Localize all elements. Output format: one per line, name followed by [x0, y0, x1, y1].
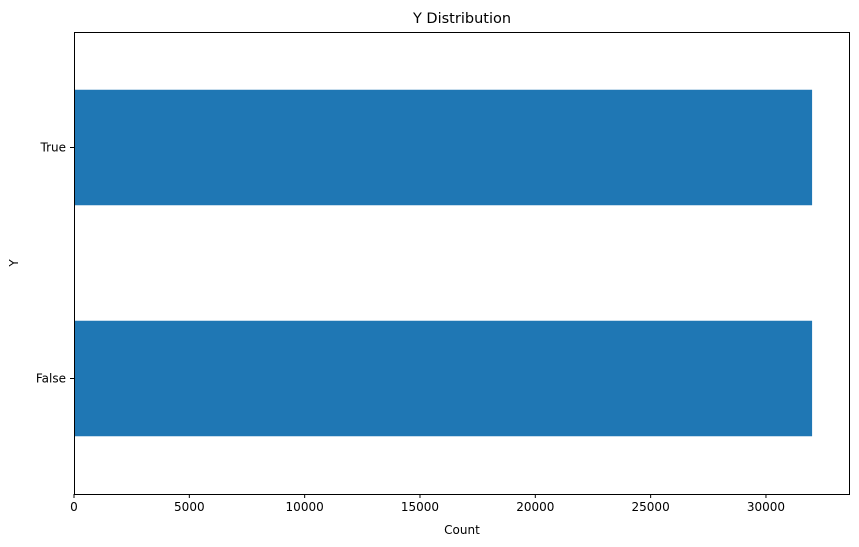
- x-tick-label: 20000: [516, 500, 554, 514]
- x-tick-label: 0: [70, 500, 78, 514]
- axes-frame: [74, 32, 850, 495]
- x-tick-label: 30000: [747, 500, 785, 514]
- bars-group: [74, 89, 813, 437]
- chart-title: Y Distribution: [412, 11, 511, 27]
- y-ticks-group: False True: [36, 141, 74, 386]
- x-axis-label: Count: [444, 523, 480, 537]
- y-axis-label: Y: [7, 259, 21, 268]
- y-tick-label: True: [40, 141, 67, 155]
- plot-area: 0 5000 10000 15000 20000 25000 30000 False True: [36, 32, 850, 514]
- x-tick-label: 15000: [401, 500, 439, 514]
- bar-true: [74, 89, 813, 206]
- y-tick-label: False: [36, 372, 66, 386]
- x-tick-label: 5000: [174, 500, 205, 514]
- bar-false: [74, 320, 813, 437]
- x-ticks-group: 0 5000 10000 15000 20000 25000 30000: [70, 494, 785, 514]
- x-tick-label: 25000: [632, 500, 670, 514]
- x-tick-label: 10000: [286, 500, 324, 514]
